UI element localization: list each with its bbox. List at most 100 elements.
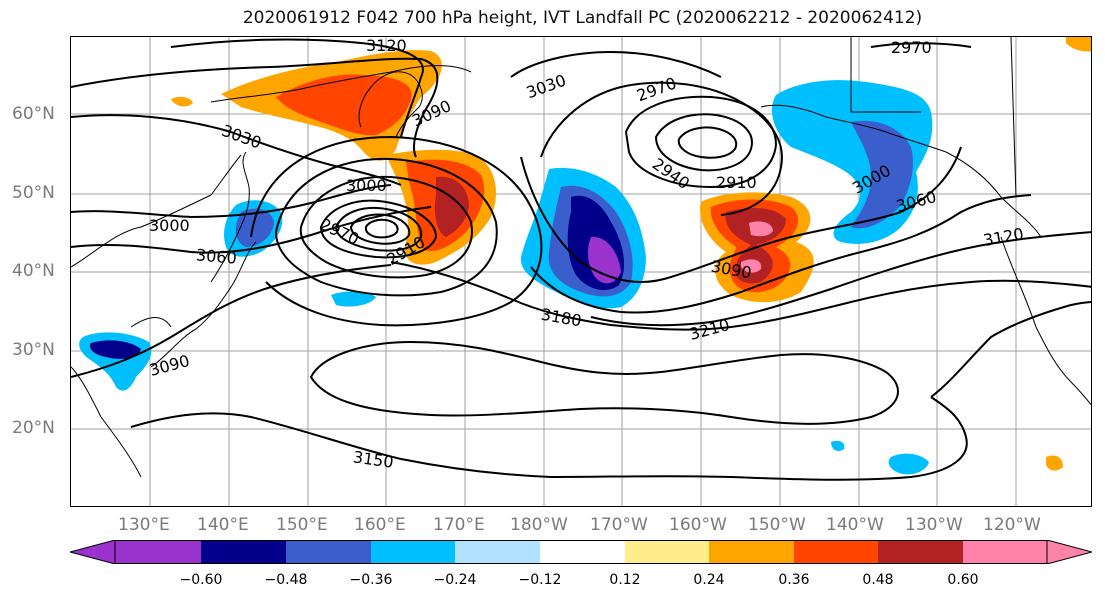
contour-3030-center (250, 135, 543, 327)
lon-label-160e: 160°E (354, 515, 406, 535)
contour-3060-east (530, 194, 1032, 314)
low-center-contour-4 (364, 218, 399, 239)
negative-patch-midpacific (331, 291, 376, 307)
colorbar-segment-9 (794, 540, 878, 564)
contour-label-6: 3000 (346, 176, 387, 195)
colorbar-outline (114, 540, 1048, 564)
low-center-contour-3 (349, 213, 411, 245)
colorbar-segment-1 (115, 540, 201, 564)
contour-label-21: 3150 (352, 447, 395, 471)
contour-3150-south (130, 396, 968, 481)
negative-region-gulf-of-alaska-mid (851, 120, 913, 229)
colorbar-extend-high (1046, 540, 1092, 564)
contour-3090-north (71, 57, 439, 158)
lat-label-40n: 40°N (12, 261, 55, 281)
colorbar-tick-6: 0.12 (609, 572, 641, 588)
colorbar-extend-low (70, 540, 116, 564)
negative-region-japan-core (235, 208, 274, 247)
colorbar (70, 540, 1092, 564)
coast-siberia (210, 65, 472, 103)
lon-label-180w: 180°W (510, 515, 568, 535)
contour-label-20: 3090 (147, 351, 191, 380)
contour-2880-loop (677, 126, 738, 159)
colorbar-segment-5 (455, 540, 540, 564)
positive-region-gulf-peak (741, 221, 773, 273)
colorbar-segment-6 (540, 540, 625, 564)
lat-label-60n: 60°N (12, 104, 55, 124)
contour-2940-loop (624, 95, 778, 189)
colorbar-tick-3: −0.36 (349, 572, 393, 588)
contour-3090-west (71, 264, 392, 378)
colorbar-segment-10 (878, 540, 963, 564)
contour-3000-loop (274, 157, 498, 297)
positive-patch-kuril (171, 96, 193, 107)
map-title: 2020061912 F042 700 hPa height, IVT Land… (242, 8, 923, 28)
contour-label-4: 3030 (524, 71, 569, 103)
lat-label-20n: 20°N (12, 418, 55, 438)
contour-3120-north (170, 38, 424, 138)
lat-label-50n: 50°N (12, 183, 55, 203)
lon-label-160w: 160°W (669, 515, 727, 535)
contour-label-1: 3120 (366, 37, 407, 55)
coast-na-west (1000, 236, 1091, 406)
colorbar-segment-4 (371, 540, 455, 564)
lon-label-130e: 130°E (118, 515, 170, 535)
lon-label-140w: 140°W (826, 515, 884, 535)
colorbar-segment-11 (963, 540, 1047, 564)
contour-label-15: 2910 (716, 173, 757, 192)
lon-label-170e: 170°E (433, 515, 485, 535)
contour-2970-northeast (870, 42, 972, 48)
contour-3120-east (590, 231, 1091, 327)
contour-3210-loop (309, 340, 899, 425)
colorbar-segment-2 (201, 540, 286, 564)
positive-patch-east (1046, 455, 1063, 471)
contour-3000-east (520, 146, 962, 283)
colorbar-tick-5: −0.12 (518, 572, 562, 588)
contour-label-13: 3000 (149, 216, 190, 235)
lat-label-30n: 30°N (12, 340, 55, 360)
contour-label-16: 2970 (891, 38, 932, 57)
contour-3060-west (71, 206, 432, 254)
negative-patch-small (831, 440, 845, 451)
colorbar-tick-10: 0.60 (947, 572, 979, 588)
contour-label-12: 3120 (982, 224, 1025, 250)
lon-label-140e: 140°E (197, 515, 249, 535)
low-center-contour-1 (319, 199, 438, 259)
contour-3030-north-east (510, 50, 722, 78)
colorbar-segment-3 (286, 540, 371, 564)
colorbar-tick-2: −0.48 (264, 572, 308, 588)
lon-label-120w: 120°W (983, 515, 1041, 535)
contour-3150-east-upper (930, 301, 1091, 398)
lon-label-130w: 130°W (905, 515, 963, 535)
colorbar-segment-8 (709, 540, 794, 564)
contour-3180-main (390, 261, 1091, 331)
lon-label-150w: 150°W (748, 515, 806, 535)
negative-patch-hawaii (888, 453, 929, 475)
positive-region-okhotsk-core (276, 74, 412, 136)
coast-border (850, 37, 1017, 198)
lon-label-150e: 150°E (276, 515, 328, 535)
contour-2970-loop (299, 175, 473, 279)
contour-label-18: 3180 (540, 305, 583, 331)
colorbar-tick-4: −0.24 (433, 572, 477, 588)
contour-label-19: 3210 (687, 315, 731, 344)
contour-2910-loop (654, 113, 753, 172)
colorbar-tick-9: 0.48 (862, 572, 894, 588)
contour-label-3: 3030 (219, 121, 264, 153)
contour-label-7: 2970 (317, 214, 362, 248)
coast-kamchatka (358, 71, 423, 138)
map-panel: 3120 3090 3030 3030 2970 3000 2970 2910 … (70, 36, 1092, 507)
contour-3000-west (71, 184, 392, 219)
colorbar-tick-8: 0.36 (778, 572, 810, 588)
colorbar-tick-1: −0.60 (179, 572, 223, 588)
low-center-contour-2 (334, 207, 423, 252)
ivt-shading (79, 37, 1091, 475)
colorbar-segment-7 (625, 540, 709, 564)
contour-label-14: 3060 (195, 245, 237, 267)
contour-3030-northwest (71, 114, 402, 186)
height-contours (71, 38, 1091, 481)
negative-region-east-china-sea-core (89, 340, 141, 359)
lon-label-170w: 170°W (590, 515, 648, 535)
map-svg: 3120 3090 3030 3030 2970 3000 2970 2910 … (71, 37, 1091, 506)
